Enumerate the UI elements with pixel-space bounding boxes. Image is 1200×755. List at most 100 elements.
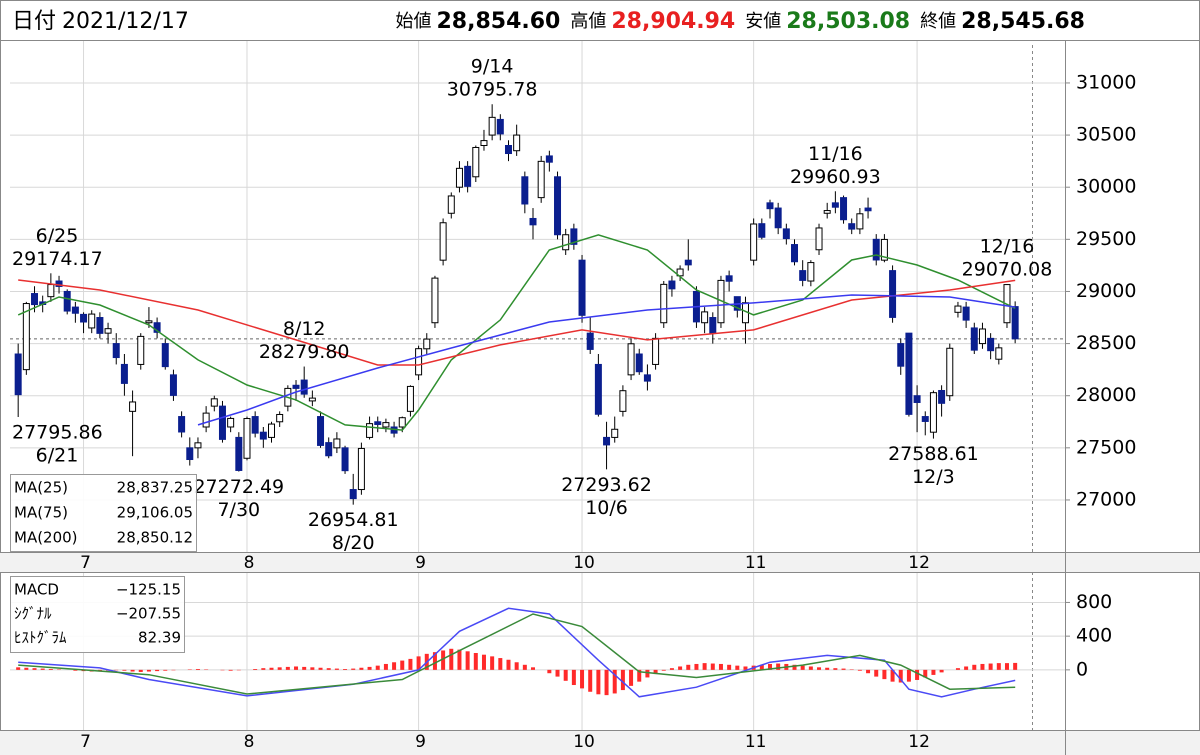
annotation-date: 6/25 <box>36 225 79 247</box>
candle-body-up <box>333 438 341 449</box>
histogram-bar <box>253 669 258 670</box>
candle-body-down <box>259 431 267 440</box>
candle-body-up <box>880 238 888 261</box>
price-value: 28,545.68 <box>961 9 1085 34</box>
histogram-bar <box>669 668 674 670</box>
histogram-bar <box>285 666 290 670</box>
candle-body-down <box>178 416 186 433</box>
candle-body-up <box>406 385 414 412</box>
histogram-bar <box>490 656 495 670</box>
candle-body-up <box>227 417 235 428</box>
candle-body-down <box>758 223 766 238</box>
candle-body-up <box>194 442 202 449</box>
candle-body-up <box>423 338 431 350</box>
price-label: 安値 <box>745 11 781 32</box>
candle-body-down <box>872 238 880 261</box>
histogram-bar <box>661 669 666 671</box>
candle-body-down <box>55 280 63 287</box>
candle-body-down <box>709 317 717 334</box>
histogram-bar <box>767 663 772 670</box>
histogram-bar <box>792 664 797 670</box>
histogram-bar <box>653 669 658 675</box>
candle-body-down <box>766 202 774 210</box>
histogram-bar <box>596 669 601 695</box>
candle-body-up <box>47 284 55 298</box>
candle-body-down <box>31 293 39 306</box>
month-label: 10 <box>573 553 595 573</box>
candle-body-down <box>218 405 226 440</box>
candle-body-up <box>480 140 488 146</box>
histogram-bar <box>555 669 560 677</box>
candle-body-up <box>415 348 423 376</box>
histogram-bar <box>334 668 339 670</box>
histogram-bar <box>481 654 486 670</box>
candle-body-up <box>382 422 390 428</box>
histogram-bar <box>449 648 454 670</box>
legend-box <box>10 474 197 552</box>
histogram-bar <box>359 667 364 670</box>
macd-line <box>18 607 1016 698</box>
histogram-bar <box>939 669 944 673</box>
ma-line <box>18 279 1016 366</box>
histogram-bar <box>457 649 462 670</box>
histogram-bar <box>915 669 920 680</box>
candle-body-up <box>488 116 496 136</box>
histogram-bar <box>588 669 593 692</box>
candle-body-down <box>161 343 169 368</box>
histogram-bar <box>694 663 699 670</box>
price-label: 高値 <box>570 11 606 32</box>
candle-body-up <box>562 234 570 251</box>
histogram-bar <box>923 669 928 678</box>
candle-body-down <box>987 337 995 352</box>
candle-body-up <box>88 313 96 329</box>
histogram-bar <box>571 669 576 686</box>
candle-body-down <box>962 306 970 321</box>
candle-body-down <box>864 207 872 212</box>
histogram-bar <box>817 667 822 670</box>
month-label: 7 <box>80 732 91 752</box>
candle-body-up <box>308 397 316 402</box>
annotation-date: 8/12 <box>283 318 326 340</box>
candle-body-down <box>831 202 839 208</box>
candle-body-down <box>905 332 913 415</box>
candle-body-down <box>71 306 79 314</box>
histogram-bar <box>890 669 895 682</box>
candle-body-down <box>545 155 553 163</box>
candle-body-down <box>684 259 692 266</box>
candle-body-up <box>611 428 619 438</box>
candle-body-down <box>1011 306 1019 340</box>
candle-body-up <box>815 227 823 251</box>
candle-body-down <box>635 353 643 373</box>
legend-name: MACD <box>14 581 59 599</box>
histogram-bar <box>163 669 168 671</box>
candle-body-down <box>774 207 782 229</box>
candle-body-up <box>946 347 954 397</box>
histogram-bar <box>383 663 388 670</box>
histogram-bar <box>833 668 838 670</box>
histogram-bar <box>964 666 969 670</box>
histogram-bar <box>718 663 723 670</box>
candle-body-up <box>455 167 463 188</box>
candle-body-down <box>186 447 194 461</box>
candle-body-up <box>145 320 153 324</box>
histogram-bar <box>522 664 527 670</box>
candle-body-down <box>63 290 71 312</box>
y-tick-label: 28000 <box>1076 384 1136 406</box>
histogram-bar <box>16 667 21 670</box>
candle-body-down <box>554 176 562 236</box>
candle-body-down <box>586 332 594 350</box>
candle-body-down <box>578 259 586 316</box>
candle-body-up <box>366 423 374 438</box>
candle-body-down <box>120 363 128 384</box>
candle-body-up <box>210 398 218 407</box>
histogram-bar <box>612 669 617 694</box>
candle-body-down <box>464 165 472 187</box>
histogram-bar <box>531 667 536 670</box>
candle-body-down <box>153 322 161 333</box>
candle-body-up <box>823 210 831 214</box>
histogram-bar <box>580 669 585 689</box>
histogram-bar <box>130 669 135 672</box>
histogram-bar <box>441 650 446 670</box>
y-tick-label: 29500 <box>1076 228 1136 250</box>
